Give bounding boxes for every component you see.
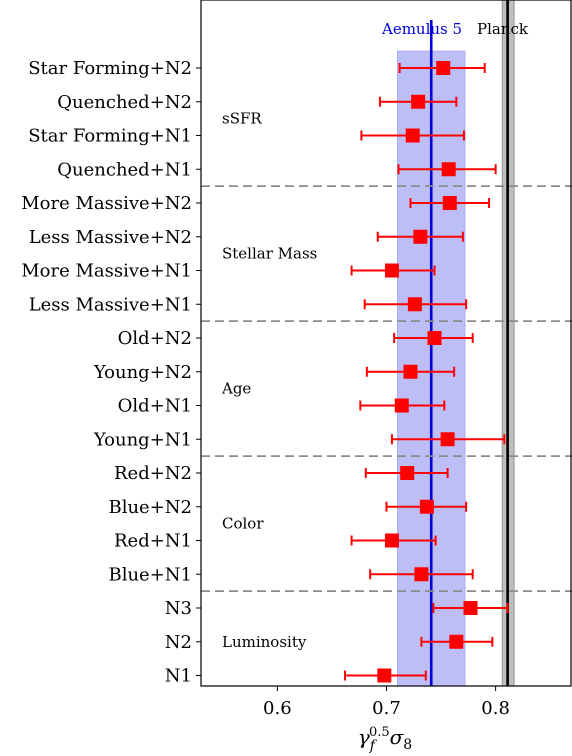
group-label: sSFR	[222, 110, 262, 128]
x-tick-label: 0.8	[481, 698, 510, 719]
y-tick-label: Star Forming+N2	[28, 58, 192, 79]
y-tick-labels: Star Forming+N2 Quenched+N2 Star Forming+N…	[21, 58, 201, 687]
y-tick-label: Old+N1	[118, 396, 192, 417]
group-labels: sSFR Stellar Mass Age Color Luminosity	[221, 110, 317, 651]
y-tick-label: More Massive+N1	[21, 261, 192, 282]
y-tick-label: Blue+N1	[108, 564, 192, 585]
point-marker	[377, 668, 392, 683]
y-tick-label: Quenched+N1	[57, 159, 192, 180]
y-tick-label: Blue+N2	[108, 497, 192, 518]
x-tick-labels: 0.6 0.7 0.8	[263, 686, 510, 719]
axes-frame	[200, 0, 572, 687]
data-point-7	[363, 297, 468, 312]
point-marker	[414, 567, 429, 582]
data-point-14	[350, 533, 437, 548]
data-point-4	[409, 196, 491, 210]
x-tick-label: 0.6	[263, 698, 292, 719]
y-tick-label: Red+N1	[114, 531, 192, 552]
data-point-8	[393, 331, 474, 345]
y-tick-label: Red+N2	[114, 463, 192, 484]
x-axis-label: γf0.5σ8	[358, 725, 412, 754]
y-tick-label: Old+N2	[118, 328, 192, 349]
point-marker	[405, 128, 420, 143]
y-tick-label: More Massive+N2	[21, 193, 192, 214]
point-marker	[427, 331, 442, 345]
point-marker	[403, 364, 418, 379]
point-marker	[442, 196, 457, 210]
point-marker	[440, 432, 455, 447]
x-tick-label: 0.7	[372, 698, 401, 719]
data-point-12	[364, 466, 449, 480]
group-label: Stellar Mass	[222, 245, 317, 263]
y-tick-label: Quenched+N2	[57, 92, 192, 113]
points-layer	[344, 61, 509, 683]
group-label: Luminosity	[222, 633, 307, 651]
data-point-1	[378, 94, 458, 109]
y-tick-label: Young+N2	[93, 362, 192, 383]
point-marker	[407, 297, 422, 312]
data-point-0	[398, 61, 486, 75]
y-tick-label: N3	[165, 598, 192, 619]
legend-aemulus: Aemulus 5	[381, 20, 462, 38]
point-marker	[419, 499, 434, 514]
band-legend: Aemulus 5 Planck	[381, 20, 529, 38]
data-point-13	[385, 499, 468, 514]
y-tick-label: N2	[165, 632, 192, 653]
y-tick-label: Less Massive+N2	[29, 227, 192, 248]
point-marker	[400, 466, 415, 480]
data-point-15	[369, 567, 474, 582]
point-marker	[384, 533, 399, 548]
point-marker	[411, 94, 426, 109]
group-label: Color	[222, 515, 264, 533]
data-point-10	[359, 398, 446, 413]
data-point-11	[390, 432, 506, 447]
point-marker	[463, 601, 478, 615]
y-tick-label: N1	[165, 666, 192, 687]
data-point-5	[376, 229, 464, 244]
data-point-6	[350, 263, 436, 278]
data-point-17	[420, 634, 494, 649]
group-separators	[201, 185, 572, 593]
y-tick-label: Young+N1	[93, 429, 192, 450]
data-point-18	[344, 668, 427, 683]
point-marker	[441, 162, 456, 177]
legend-planck: Planck	[477, 20, 529, 38]
y-tick-label: Less Massive+N1	[29, 294, 192, 315]
data-point-3	[397, 162, 497, 177]
y-tick-label: Star Forming+N1	[28, 126, 192, 147]
group-label: Age	[221, 380, 251, 398]
data-point-2	[360, 128, 465, 143]
data-point-16	[432, 601, 509, 615]
point-marker	[436, 61, 451, 75]
point-marker	[384, 263, 399, 278]
point-marker	[413, 229, 428, 244]
point-marker	[449, 634, 464, 649]
point-marker	[394, 398, 409, 413]
data-point-9	[365, 364, 456, 379]
